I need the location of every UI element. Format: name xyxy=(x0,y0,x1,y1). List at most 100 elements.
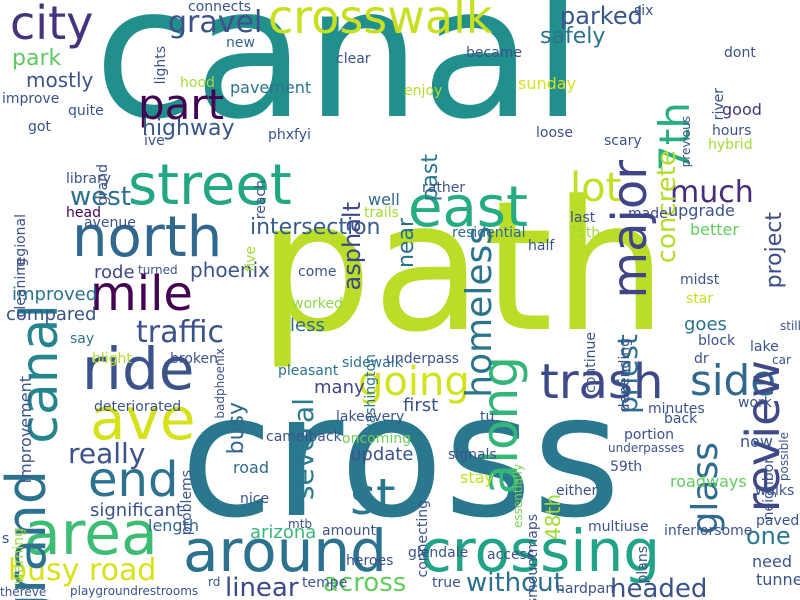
word-much: much xyxy=(670,175,754,210)
word-many: many xyxy=(314,377,365,398)
word-mostly: mostly xyxy=(26,68,94,92)
word-one: one xyxy=(746,522,791,550)
word-busy-road: busy road xyxy=(8,553,157,588)
word-last: last xyxy=(570,210,596,226)
word-intersection: intersection xyxy=(250,215,381,240)
word-sunday: sunday xyxy=(518,74,577,93)
word-library: library xyxy=(66,171,112,187)
word-became: became xyxy=(466,45,523,61)
word-part: part xyxy=(138,80,225,129)
word-length: length xyxy=(148,516,199,535)
word-oncoming: oncoming xyxy=(342,431,411,447)
word-tempe: tempe xyxy=(302,575,348,591)
word-hybrid: hybrid xyxy=(708,137,753,153)
word-arizona: arizona xyxy=(250,522,317,543)
word-deteriorated: deteriorated xyxy=(94,399,182,415)
word-quite: quite xyxy=(68,103,104,119)
word-side: side xyxy=(690,356,777,405)
word-pavement: pavement xyxy=(230,78,312,97)
word-tu: tu xyxy=(480,409,495,425)
word-minutes: minutes xyxy=(648,401,705,417)
word-nice: nice xyxy=(240,491,270,507)
word-parked: parked xyxy=(560,2,643,30)
word-five: five xyxy=(243,246,259,272)
word-mile: mile xyxy=(90,266,193,322)
word-lot: lot xyxy=(570,165,622,211)
word-linear: linear xyxy=(225,573,299,600)
word-worked: worked xyxy=(292,296,343,312)
word-project: project xyxy=(762,212,787,289)
word-highway: highway xyxy=(142,116,235,141)
word-essentially: essentially xyxy=(511,464,525,529)
word-upgrade: upgrade xyxy=(668,201,735,220)
word-across: across xyxy=(323,568,407,598)
word-stay: stay xyxy=(460,468,494,487)
word-lake: lake xyxy=(750,339,779,355)
word-48th: 48th xyxy=(541,494,565,540)
word-less: less xyxy=(290,315,325,336)
word-lights: lights xyxy=(153,46,169,85)
word-residential: residential xyxy=(452,225,526,241)
word-crosswalk: crosswalk xyxy=(268,0,493,44)
word-rode: rode xyxy=(94,262,135,283)
word-connects: connects xyxy=(188,0,252,15)
word-avenue: avenue xyxy=(84,215,136,231)
word-underpass: underpass xyxy=(386,351,460,367)
word-midst: midst xyxy=(680,272,720,288)
word-broken: broken xyxy=(170,351,218,367)
word-improved: improved xyxy=(12,284,98,305)
word-path: path xyxy=(258,163,668,372)
word-east: east xyxy=(408,175,528,240)
word-signals: signals xyxy=(448,447,497,463)
word-homeless: homeless xyxy=(459,226,500,398)
word-goes: goes xyxy=(684,314,727,335)
word-loose: loose xyxy=(536,125,573,141)
word-portion: portion xyxy=(624,427,675,443)
word-clear: clear xyxy=(336,51,371,67)
word-tunnels: tunnels xyxy=(756,570,800,589)
word-hood: hood xyxy=(180,75,215,91)
word-scary: scary xyxy=(604,133,642,149)
word-first: first xyxy=(403,395,439,416)
word-end: end xyxy=(88,452,179,508)
word-access: access xyxy=(487,547,535,563)
word-traffic: traffic xyxy=(136,315,224,350)
word-head: head xyxy=(66,205,101,221)
word-plans: plans xyxy=(635,546,651,584)
word-phxfyi: phxfyi xyxy=(268,127,311,143)
word-block: block xyxy=(698,333,736,349)
word-underpasses: underpasses xyxy=(608,441,685,455)
word-made: made xyxy=(628,206,668,222)
word-canal-large: canal xyxy=(94,0,584,159)
word-going: going xyxy=(358,359,470,405)
word-camelback: camelback xyxy=(266,429,342,445)
word-trails: trails xyxy=(364,205,399,221)
word-improve: improve xyxy=(2,91,60,107)
word-road: road xyxy=(233,458,269,477)
word-update: update xyxy=(350,444,414,465)
word-previous: previous xyxy=(679,116,693,168)
word-street: street xyxy=(128,153,292,218)
word-depending: depending xyxy=(617,338,633,413)
word-s: s xyxy=(2,531,10,547)
word-playgroundrestrooms: playgroundrestrooms xyxy=(70,584,199,598)
word-59th: 59th xyxy=(610,459,643,475)
word-rd: rd xyxy=(208,575,221,589)
word-area: area xyxy=(24,499,158,569)
word-cleaning: cleaning xyxy=(13,258,29,318)
word-well: well xyxy=(368,190,400,209)
word-half: half xyxy=(528,238,555,254)
word-thereve: thereve xyxy=(0,585,47,599)
word-connecting: connecting xyxy=(415,500,431,578)
word-possible: possible xyxy=(777,432,791,482)
word-reach: reach xyxy=(253,180,269,220)
word-paved: paved xyxy=(756,513,800,529)
word-hours: hours xyxy=(712,123,752,139)
word-need: need xyxy=(752,552,792,571)
word-continue: continue xyxy=(583,332,599,393)
word-around: around xyxy=(183,517,387,585)
word-trash: trash xyxy=(540,354,664,410)
word-really: really xyxy=(68,437,146,470)
word-gravel: gravel xyxy=(168,5,263,40)
